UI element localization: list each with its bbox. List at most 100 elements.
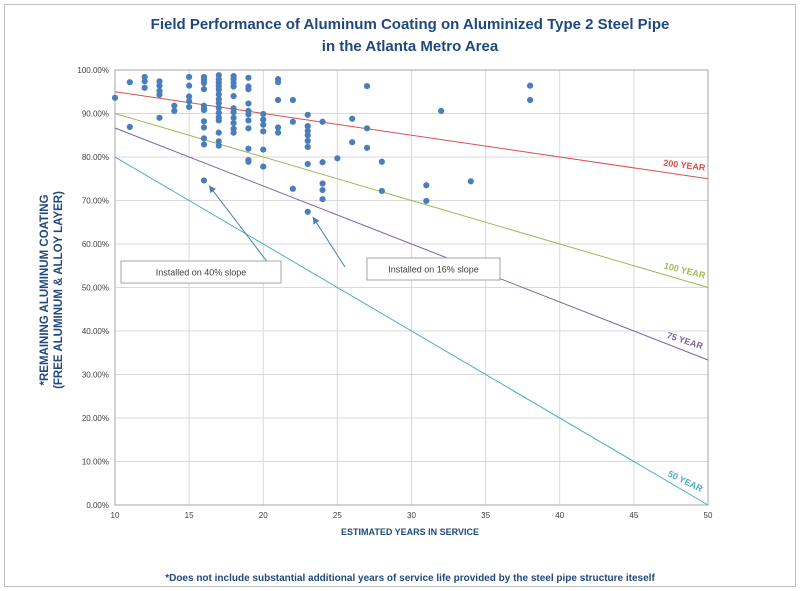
data-point [260,146,267,153]
data-point [363,144,371,151]
data-point [230,114,237,121]
data-point [245,145,252,152]
annotation-arrow [312,216,346,268]
chart-canvas: 0.00% 10.00% 20.00% 30.00% 40.00% 50.00% 60.00… [39,16,713,584]
reference-line-label-50-year: 50 YEAR [666,469,704,495]
annotation-box [120,260,282,284]
data-point [200,177,208,184]
annotation-arrowhead [208,185,216,194]
data-point [260,121,267,128]
reference-line-75-year [114,127,709,361]
y-tick-label: 30.00% [82,371,109,380]
x-axis-label: ESTIMATED YEARS IN SERVICE [341,527,479,537]
annotation-text: Installed on 40% slope [156,268,247,278]
reference-line-label-200-year: 200 YEAR [663,158,707,173]
chart-title: Field Performance of Aluminum Coating on… [151,16,670,33]
chart-frame: 0.00% 10.00% 20.00% 30.00% 40.00% 50.00% 60.00… [4,4,796,587]
footnote: *Does not include substantial additional… [165,573,655,584]
data-point [260,163,267,170]
data-point [245,111,252,118]
annotation-arrow [208,185,276,273]
reference-line-50-year [114,156,709,506]
data-point [200,118,208,125]
data-point [245,158,252,165]
y-axis-label-line1: *REMAINING ALUMINUM COATING [39,194,51,385]
data-point [245,100,252,107]
data-point [186,103,193,111]
data-point [274,79,282,86]
y-axis-ticks: 0.00% 10.00% 20.00% 30.00% 40.00% 50.00% 60.00… [77,66,109,510]
data-point [260,128,267,135]
data-point [156,78,163,85]
data-point [378,158,385,165]
data-point [141,78,148,85]
data-point [186,93,193,100]
data-point [156,114,163,121]
data-point [319,180,326,187]
y-tick-label: 20.00% [82,414,109,423]
x-tick-label: 25 [333,511,342,520]
y-tick-label: 60.00% [82,240,109,249]
data-point [186,73,193,81]
data-point [156,82,163,89]
reference-line-200-year [114,91,709,180]
data-point [215,91,222,98]
data-point [423,182,430,189]
y-tick-label: 50.00% [82,284,109,293]
y-tick-label: 100.00% [77,66,109,75]
data-point [215,117,222,124]
data-point [186,82,193,89]
data-point [200,79,208,87]
data-point [126,123,133,131]
x-tick-label: 35 [481,511,490,520]
reference-line-label-75-year: 75 YEAR [666,330,705,351]
annotation-box [366,257,501,281]
data-point [171,102,178,109]
data-point [304,143,311,151]
data-point [304,111,311,118]
y-tick-label: 10.00% [82,458,109,467]
data-point [304,137,311,145]
data-point [245,125,252,132]
data-point [215,104,222,111]
y-tick-label: 70.00% [82,197,109,206]
x-tick-label: 45 [629,511,638,520]
annotations: Installed on 40% slope Installed on 16% s… [120,185,501,284]
annotation-text: Installed on 16% slope [388,265,479,275]
data-point [126,79,133,86]
data-point [349,115,356,122]
data-point [319,186,326,194]
data-point [215,109,222,116]
y-tick-label: 40.00% [82,327,109,336]
data-point [230,93,237,100]
x-tick-label: 50 [704,511,713,520]
data-point [171,107,178,114]
data-point [260,110,267,118]
data-point [141,73,148,81]
data-point [438,107,445,114]
data-point [304,132,311,139]
data-point [230,109,237,116]
data-point [141,84,148,91]
data-point [363,82,371,90]
data-point [289,185,296,192]
data-point [215,99,222,107]
x-tick-label: 30 [407,511,416,520]
data-point [200,86,208,93]
data-points [111,72,534,215]
x-tick-label: 10 [111,511,120,520]
data-point [245,74,252,81]
data-point [186,98,193,105]
data-point [215,129,222,136]
data-point [274,96,282,104]
data-point [289,96,296,104]
data-point [200,141,208,148]
data-point [319,159,326,166]
data-point [230,129,237,136]
data-point [200,124,208,131]
data-point [260,116,267,123]
data-point [304,123,311,130]
data-point [527,82,534,89]
data-point [156,91,163,98]
y-axis-label-line2: (FREE ALUMINUM & ALLOY LAYER) [53,191,65,389]
